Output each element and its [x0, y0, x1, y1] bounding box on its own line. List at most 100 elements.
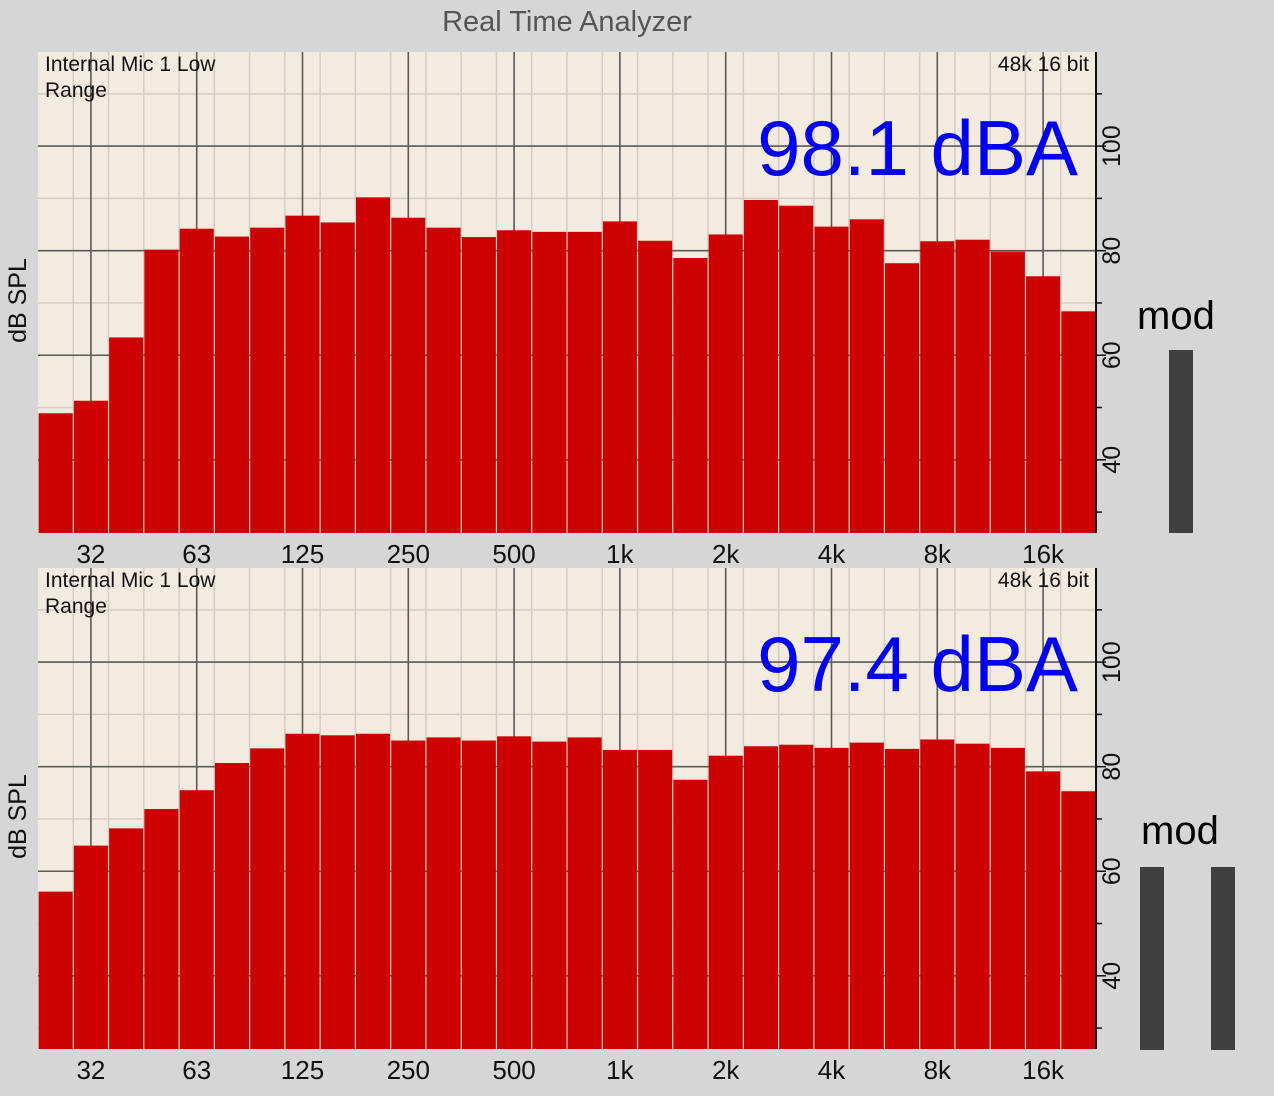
x-tick-label: 125: [281, 539, 324, 569]
bar: [73, 400, 108, 533]
bar: [814, 226, 849, 534]
x-tick-label: 250: [387, 1055, 430, 1085]
format-label: 48k 16 bit: [998, 53, 1089, 76]
bar: [497, 736, 532, 1049]
y-axis-label: dB SPL: [4, 774, 32, 859]
bar: [532, 741, 567, 1049]
bar: [250, 227, 285, 534]
bar: [638, 240, 673, 533]
bar: [638, 749, 673, 1049]
y-tick-label: 40: [1098, 446, 1126, 474]
bar: [779, 205, 814, 533]
bar: [144, 809, 179, 1049]
bar: [391, 217, 426, 533]
bar: [1061, 311, 1096, 533]
x-tick-label: 125: [281, 1055, 324, 1085]
bar: [532, 231, 567, 533]
y-tick-label: 100: [1098, 641, 1126, 683]
bar: [567, 231, 602, 533]
mod-meter-label-bottom: mod: [1141, 809, 1219, 853]
bar: [743, 746, 778, 1049]
bar: [320, 735, 355, 1049]
bar: [497, 230, 532, 533]
bar: [849, 742, 884, 1049]
bar: [461, 740, 496, 1049]
bar: [955, 239, 990, 533]
bar: [320, 222, 355, 534]
bar: [38, 891, 73, 1049]
bar: [814, 747, 849, 1049]
bar: [38, 413, 73, 533]
bar: [391, 740, 426, 1049]
y-tick-label: 40: [1098, 962, 1126, 990]
bar: [356, 733, 391, 1049]
x-tick-label: 8k: [924, 539, 952, 569]
bar: [602, 749, 637, 1049]
x-tick-label: 500: [492, 1055, 535, 1085]
bar: [673, 257, 708, 533]
bar: [1061, 791, 1096, 1049]
bar: [73, 845, 108, 1049]
x-tick-label: 2k: [712, 539, 740, 569]
bar: [885, 263, 920, 533]
bar: [920, 241, 955, 533]
bar: [990, 747, 1025, 1049]
x-tick-label: 63: [182, 539, 211, 569]
mod-meter-bar-top: [1169, 350, 1193, 533]
bar: [673, 779, 708, 1049]
y-tick-label: 80: [1098, 237, 1126, 265]
mod-meter-bar-bottom-left: [1140, 867, 1164, 1050]
bar: [955, 743, 990, 1049]
x-tick-label: 4k: [818, 1055, 846, 1085]
x-tick-label: 16k: [1022, 539, 1065, 569]
bar: [109, 828, 144, 1049]
bar: [144, 249, 179, 533]
source-label-line2: Range: [45, 79, 107, 102]
app-title: Real Time Analyzer: [442, 6, 692, 38]
x-tick-label: 32: [76, 1055, 105, 1085]
bar: [214, 763, 249, 1049]
y-tick-label: 100: [1098, 125, 1126, 167]
bar: [779, 744, 814, 1049]
x-tick-label: 2k: [712, 1055, 740, 1085]
x-tick-label: 1k: [606, 1055, 634, 1085]
level-readout: 97.4 dBA: [757, 620, 1078, 708]
y-axis-label: dB SPL: [4, 258, 32, 343]
bar: [250, 748, 285, 1049]
mod-meter-bar-bottom-right: [1211, 867, 1235, 1050]
bar: [1026, 276, 1061, 533]
bar: [1026, 771, 1061, 1049]
bar: [885, 748, 920, 1049]
bar: [285, 215, 320, 533]
bar: [426, 227, 461, 534]
bar: [356, 197, 391, 534]
x-tick-label: 4k: [818, 539, 846, 569]
rta-panel-bottom: 40 60 80 100 32 63 125 250 500 1k 2k 4k 8k 16k dB SPL I…: [4, 568, 1126, 1085]
bar: [461, 237, 496, 533]
source-label-line2: Range: [45, 595, 107, 618]
format-label: 48k 16 bit: [998, 569, 1089, 592]
y-tick-label: 60: [1098, 341, 1126, 369]
bar: [708, 755, 743, 1049]
x-tick-label: 32: [76, 539, 105, 569]
bar: [426, 737, 461, 1049]
level-readout: 98.1 dBA: [757, 104, 1078, 192]
x-tick-label: 8k: [924, 1055, 952, 1085]
bar: [849, 219, 884, 533]
source-label: Internal Mic 1 Low: [45, 53, 216, 76]
bar: [567, 737, 602, 1049]
x-tick-label: 16k: [1022, 1055, 1065, 1085]
bar: [109, 337, 144, 533]
bar: [179, 228, 214, 533]
y-tick-label: 80: [1098, 753, 1126, 781]
source-label: Internal Mic 1 Low: [45, 569, 216, 592]
rta-panel-top: 40 60 80 100 32 63 125 250 500 1k 2k 4k 8k 16k dB SPL I…: [4, 52, 1126, 569]
x-tick-label: 63: [182, 1055, 211, 1085]
x-tick-label: 1k: [606, 539, 634, 569]
y-tick-label: 60: [1098, 857, 1126, 885]
bar: [708, 234, 743, 533]
bar: [214, 236, 249, 533]
bar: [743, 199, 778, 533]
x-tick-label: 500: [492, 539, 535, 569]
bar: [179, 790, 214, 1049]
